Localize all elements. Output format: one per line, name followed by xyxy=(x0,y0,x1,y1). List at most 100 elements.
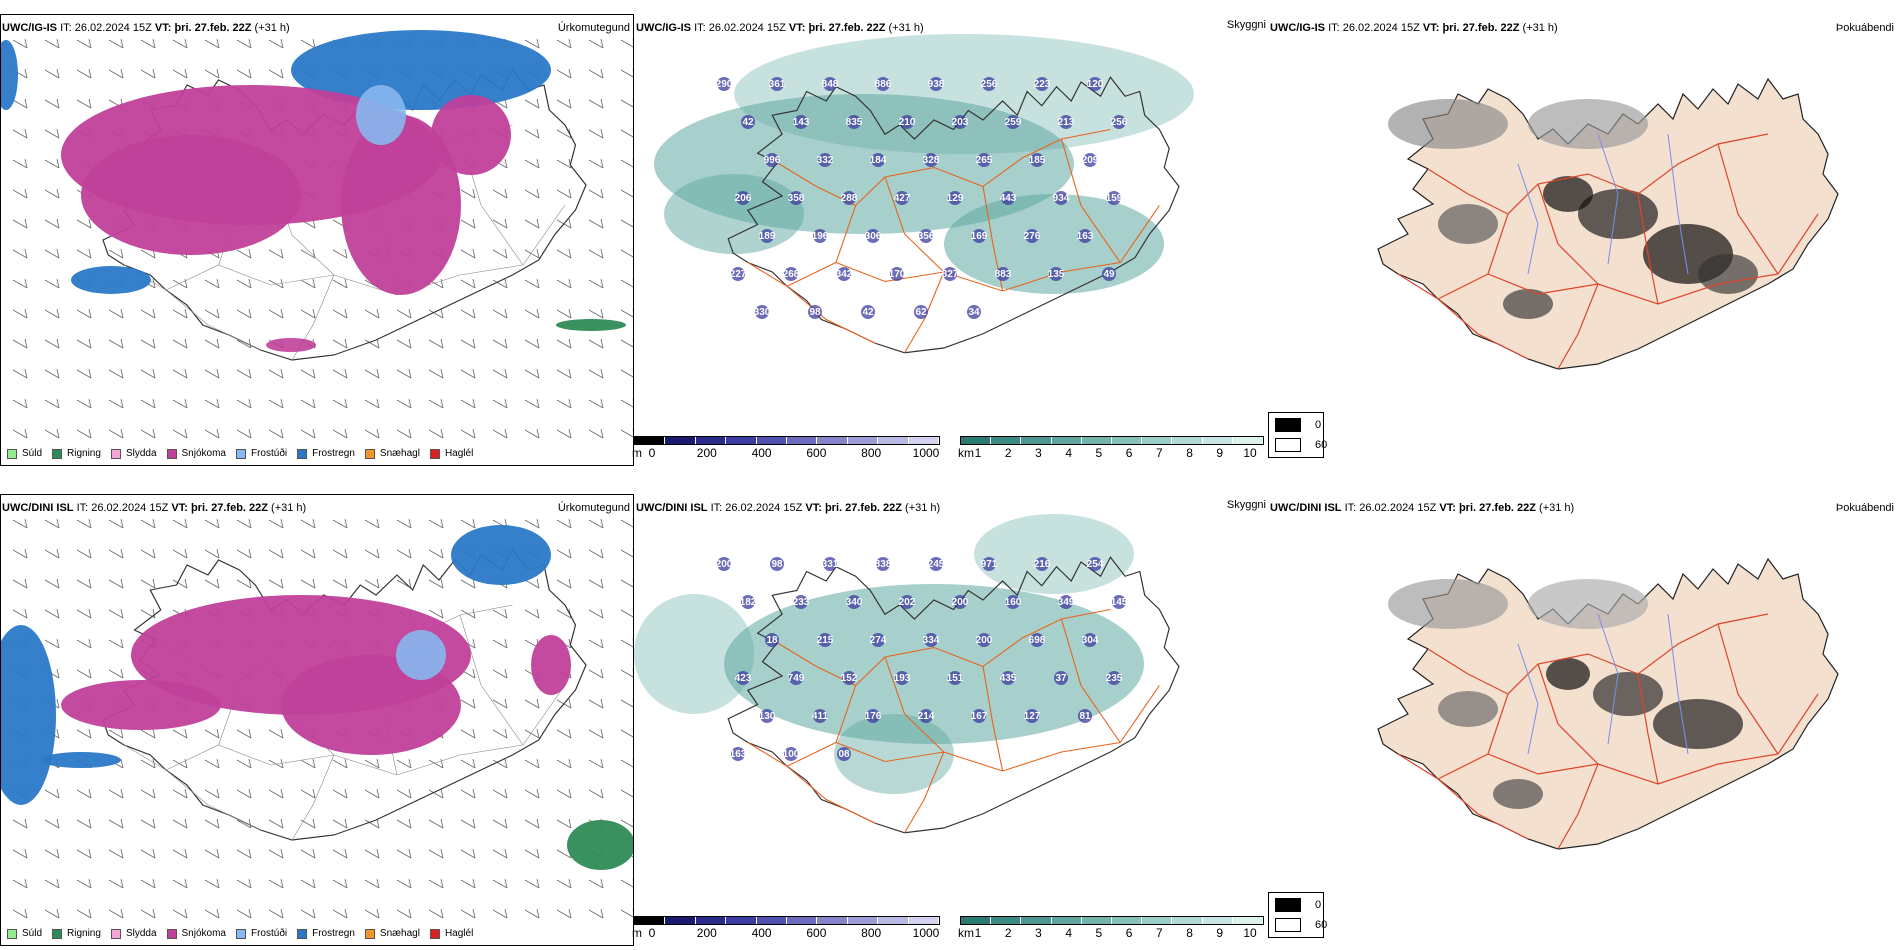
variable-name: Úrkomutegund xyxy=(557,502,630,514)
valid-time: þri. 27.feb. 22Z xyxy=(174,22,252,34)
colorbar-tick: 200 xyxy=(696,926,717,940)
cloud-base-value: 213 xyxy=(1058,117,1075,128)
panel-title-precip-row2: UWC/DINI ISL IT: 26.02.2024 15Z VT: þri.… xyxy=(2,502,307,514)
panel-title-fog-row2: UWC/DINI ISL IT: 26.02.2024 15Z VT: þri.… xyxy=(1270,502,1575,514)
cloud-base-value: 223 xyxy=(1034,79,1051,90)
cloud-base-value: 886 xyxy=(875,79,892,90)
cloud-base-value: 135 xyxy=(1048,269,1065,280)
legend-swatch xyxy=(7,448,17,459)
colorbar-tick: 8 xyxy=(1186,926,1193,940)
cloud-base-value: 210 xyxy=(899,117,916,128)
cloud-base-value: 206 xyxy=(735,193,752,204)
colorbar-tick: 1000 xyxy=(912,926,940,940)
cloud-base-value: 145 xyxy=(1111,597,1128,608)
cloud-base-value: 42 xyxy=(862,307,874,318)
cloud-base-value: 349 xyxy=(1058,597,1075,608)
fog-panel-row1 xyxy=(1268,14,1900,454)
cloud-base-value: 169 xyxy=(971,231,988,242)
visibility-colorbar: km 1 2 3 4 5 6 7 8 9 10 xyxy=(958,436,1264,464)
cloud-base-value: 411 xyxy=(812,711,829,722)
cloud-base-value: 202 xyxy=(899,597,916,608)
cloud-base-value: 256 xyxy=(981,79,998,90)
cloud-base-visibility-map: 290 361 848 886 938 256 223 120 42 143 835 210 203 25… xyxy=(654,34,1194,354)
lead-time: (+31 h) xyxy=(271,502,307,514)
legend-label: Slydda xyxy=(125,448,157,459)
colorbar-tick: 600 xyxy=(806,926,827,940)
legend-item: Haglél xyxy=(429,928,473,939)
legend-label: Slydda xyxy=(125,928,157,939)
cloud-base-labels: 200 98 331 838 245 971 216 254 182 233 340 202 200 16… xyxy=(716,557,1128,761)
cloud-base-value: 196 xyxy=(812,231,829,242)
colorbar-tick: 6 xyxy=(1125,926,1133,940)
cloud-base-value: 160 xyxy=(1005,597,1022,608)
fog-legend-item: 60 xyxy=(1275,438,1327,452)
legend-swatch xyxy=(7,928,17,939)
precip-type-panel-row1: Súld Rigning Slydda Snjókoma Frostúði Frostre… xyxy=(0,14,634,466)
cloud-base-value: 200 xyxy=(952,597,969,608)
colorbar-tick: 400 xyxy=(751,926,772,940)
init-time: 26.02.2024 15Z xyxy=(91,502,169,514)
cloud-base-value: 100 xyxy=(783,749,800,760)
cloud-base-value: 214 xyxy=(918,711,935,722)
legend-label: Snæhagl xyxy=(379,928,420,939)
rivers xyxy=(1517,133,1689,275)
cloud-base-value: 268 xyxy=(783,269,800,280)
cloud-base-value: 256 xyxy=(1111,117,1128,128)
cloud-base-value: 176 xyxy=(865,711,882,722)
legend-item: Súld xyxy=(7,448,42,459)
iceland-coastline xyxy=(727,76,1180,354)
legend-swatch xyxy=(166,928,177,939)
cloud-base-value: 276 xyxy=(1024,231,1041,242)
variable-name: Úrkomutegund xyxy=(557,22,630,34)
cloud-base-value: 185 xyxy=(1029,155,1046,166)
colorbar-unit: km xyxy=(958,926,974,940)
legend-swatch xyxy=(52,448,63,459)
cloud-base-value: 245 xyxy=(928,559,945,570)
cloud-base-value: 938 xyxy=(928,79,945,90)
legend-label: Snjókoma xyxy=(181,448,226,459)
legend-swatch xyxy=(297,448,308,459)
fog-shading xyxy=(1388,99,1758,319)
cloud-base-value: 361 xyxy=(769,79,786,90)
legend-item: Slydda xyxy=(110,448,157,459)
legend-swatch xyxy=(429,928,440,939)
cloud-base-value: 193 xyxy=(894,673,911,684)
cloud-base-value: 835 xyxy=(846,117,863,128)
cloud-base-value: 129 xyxy=(947,193,964,204)
cloud-base-value: 209 xyxy=(1082,155,1099,166)
cloud-base-value: 883 xyxy=(995,269,1012,280)
colorbar-tick: 3 xyxy=(1035,926,1042,940)
cloud-base-value: 163 xyxy=(730,749,747,760)
legend-item: Rigning xyxy=(52,448,101,459)
model-name: UWC/DINI ISL xyxy=(2,502,74,514)
legend-swatch xyxy=(110,448,121,459)
legend-label: Frostregn xyxy=(312,928,355,939)
cloud-base-value: 971 xyxy=(981,559,998,570)
cloud-base-value: 49 xyxy=(1103,269,1115,280)
cloud-base-value: 423 xyxy=(735,673,752,684)
legend-label: Snæhagl xyxy=(379,448,420,459)
colorbar-unit: m xyxy=(632,926,642,940)
cloud-base-value: 331 xyxy=(822,559,839,570)
valid-time: þri. 27.feb. 22Z xyxy=(190,502,268,514)
colorbar-tick: 800 xyxy=(861,926,882,940)
colorbar-tick: 3 xyxy=(1035,446,1042,460)
cloud-base-value: 827 xyxy=(942,269,959,280)
precip-type-panel-row2: Súld Rigning Slydda Snjókoma Frostúði Frostre… xyxy=(0,494,634,946)
cloud-base-value: 216 xyxy=(1034,559,1051,570)
colorbar-tick: 600 xyxy=(806,446,827,460)
road-network xyxy=(1397,613,1819,850)
iceland-coastline xyxy=(727,556,1180,834)
cloud-base-value: 120 xyxy=(1087,79,1104,90)
colorbar-tick: 4 xyxy=(1065,446,1072,460)
cloud-base-value: 233 xyxy=(793,597,810,608)
cloud-base-visibility-map: 200 98 331 838 245 971 216 254 182 233 340 202 200 16… xyxy=(634,514,1180,834)
colorbar-tick: 1000 xyxy=(912,446,940,460)
cloud-base-value: 62 xyxy=(915,307,927,318)
cloud-base-value: 130 xyxy=(759,711,776,722)
cloud-base-value: 163 xyxy=(1077,231,1094,242)
cloud-base-value: 184 xyxy=(870,155,887,166)
fog-legend-swatch xyxy=(1275,898,1301,912)
fog-panel-row2 xyxy=(1268,494,1900,934)
cloud-visibility-panel-row2: 200 98 331 838 245 971 216 254 182 233 340 202 200 16… xyxy=(634,494,1268,934)
